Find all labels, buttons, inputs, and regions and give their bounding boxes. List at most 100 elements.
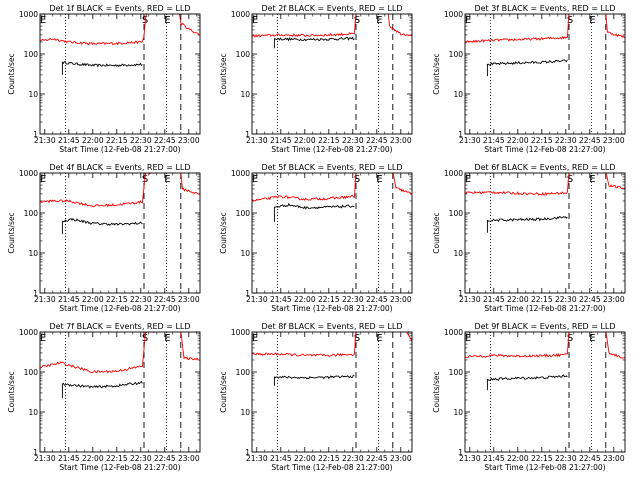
events-series-line bbox=[486, 374, 568, 391]
corner-marker: E bbox=[252, 174, 258, 185]
y-axis-label: Counts/sec bbox=[7, 212, 16, 253]
y-tick-label: 1000 bbox=[231, 328, 250, 337]
chart-panel-2: Det 2f BLACK = Events, RED = LLD 1 10 100 10… bbox=[219, 4, 413, 154]
x-tick-label: 23:00 bbox=[603, 136, 625, 145]
x-axis-label: Start Time (12-Feb-08 21:27:00) bbox=[484, 145, 605, 154]
end-marker: E bbox=[164, 174, 170, 185]
start-marker: S bbox=[567, 333, 573, 344]
chart-title: Det 5f BLACK = Events, RED = LLD bbox=[261, 163, 402, 172]
corner-marker: E bbox=[465, 174, 471, 185]
chart-title: Det 8f BLACK = Events, RED = LLD bbox=[261, 322, 402, 331]
x-tick-label: 21:45 bbox=[483, 295, 505, 304]
plot-frame bbox=[39, 331, 201, 453]
chart-panel-1: Det 1f BLACK = Events, RED = LLD 1 10 100 10… bbox=[7, 4, 201, 154]
x-tick-label: 21:30 bbox=[459, 136, 481, 145]
x-tick-label: 22:30 bbox=[555, 136, 577, 145]
x-tick-label: 22:45 bbox=[366, 136, 388, 145]
x-tick-label: 22:45 bbox=[154, 295, 176, 304]
plot-frame bbox=[39, 13, 201, 135]
y-tick-label: 1000 bbox=[19, 169, 38, 178]
y-tick-label: 100 bbox=[24, 368, 39, 377]
x-tick-label: 22:30 bbox=[342, 136, 364, 145]
y-tick-label: 1000 bbox=[444, 169, 463, 178]
start-marker: S bbox=[567, 15, 573, 26]
y-tick-label: 10 bbox=[453, 90, 463, 99]
x-tick-label: 23:00 bbox=[178, 136, 200, 145]
y-tick-label: 1000 bbox=[19, 328, 38, 337]
plot-frame bbox=[251, 172, 413, 294]
y-tick-label: 10 bbox=[28, 90, 38, 99]
x-tick-label: 22:00 bbox=[82, 136, 104, 145]
x-tick-label: 22:00 bbox=[294, 295, 316, 304]
events-series-line bbox=[61, 61, 143, 75]
chart-title: Det 2f BLACK = Events, RED = LLD bbox=[261, 4, 402, 13]
events-series-line bbox=[273, 202, 355, 222]
end-marker: E bbox=[589, 174, 595, 185]
plot-frame bbox=[251, 13, 413, 135]
events-series-line bbox=[486, 215, 568, 233]
x-axis-label: Start Time (12-Feb-08 21:27:00) bbox=[271, 145, 392, 154]
x-tick-label: 21:45 bbox=[270, 136, 292, 145]
x-tick-label: 21:45 bbox=[58, 136, 80, 145]
events-series-line bbox=[273, 36, 355, 49]
y-tick-label: 1000 bbox=[231, 10, 250, 19]
x-tick-label: 22:00 bbox=[82, 295, 104, 304]
x-tick-label: 22:15 bbox=[318, 295, 340, 304]
y-tick-label: 1 bbox=[458, 448, 463, 457]
plot-frame bbox=[251, 331, 413, 453]
x-tick-label: 23:00 bbox=[603, 454, 625, 463]
chart-title: Det 4f BLACK = Events, RED = LLD bbox=[49, 163, 190, 172]
y-tick-label: 1000 bbox=[444, 10, 463, 19]
x-tick-label: 21:30 bbox=[246, 136, 268, 145]
plot-frame bbox=[464, 172, 626, 294]
end-marker: E bbox=[164, 15, 170, 26]
x-axis-label: Start Time (12-Feb-08 21:27:00) bbox=[271, 463, 392, 472]
lld-series-line bbox=[465, 173, 625, 196]
y-axis-label: Counts/sec bbox=[7, 371, 16, 412]
y-tick-label: 10 bbox=[453, 249, 463, 258]
lld-series-line bbox=[252, 173, 412, 202]
x-tick-label: 23:00 bbox=[390, 136, 412, 145]
chart-panel-4: Det 4f BLACK = Events, RED = LLD 1 10 100 10… bbox=[7, 163, 201, 313]
start-marker: S bbox=[354, 174, 360, 185]
y-tick-label: 100 bbox=[449, 209, 464, 218]
x-tick-label: 21:30 bbox=[246, 295, 268, 304]
end-marker: E bbox=[164, 333, 170, 344]
x-tick-label: 21:30 bbox=[459, 295, 481, 304]
y-axis-label: Counts/sec bbox=[219, 371, 228, 412]
x-tick-label: 22:30 bbox=[130, 454, 152, 463]
events-series-line bbox=[273, 374, 355, 386]
x-tick-label: 22:15 bbox=[531, 136, 553, 145]
chart-panel-3: Det 3f BLACK = Events, RED = LLD 1 10 100 10… bbox=[432, 4, 626, 154]
y-tick-label: 100 bbox=[24, 50, 39, 59]
x-axis-label: Start Time (12-Feb-08 21:27:00) bbox=[484, 463, 605, 472]
chart-title: Det 7f BLACK = Events, RED = LLD bbox=[49, 322, 190, 331]
y-tick-label: 1 bbox=[458, 289, 463, 298]
plot-frame bbox=[464, 331, 626, 453]
x-tick-label: 23:00 bbox=[178, 295, 200, 304]
x-tick-label: 21:30 bbox=[34, 295, 56, 304]
x-tick-label: 21:30 bbox=[459, 454, 481, 463]
chart-panel-8: Det 8f BLACK = Events, RED = LLD 1 10 100 10… bbox=[219, 322, 413, 472]
x-axis-label: Start Time (12-Feb-08 21:27:00) bbox=[484, 304, 605, 313]
corner-marker: E bbox=[40, 15, 46, 26]
x-tick-label: 21:45 bbox=[483, 454, 505, 463]
x-tick-label: 21:30 bbox=[34, 136, 56, 145]
lld-series-line bbox=[252, 332, 412, 357]
x-axis-label: Start Time (12-Feb-08 21:27:00) bbox=[271, 304, 392, 313]
y-tick-label: 1 bbox=[33, 448, 38, 457]
y-tick-label: 100 bbox=[236, 368, 251, 377]
x-tick-label: 22:00 bbox=[507, 454, 529, 463]
y-tick-label: 100 bbox=[449, 368, 464, 377]
x-tick-label: 22:30 bbox=[130, 136, 152, 145]
y-axis-label: Counts/sec bbox=[7, 53, 16, 94]
lld-series-line bbox=[465, 14, 625, 44]
lld-series-line bbox=[40, 332, 200, 374]
x-tick-label: 22:15 bbox=[106, 454, 128, 463]
corner-marker: E bbox=[252, 15, 258, 26]
events-series-line bbox=[61, 380, 143, 399]
chart-title: Det 9f BLACK = Events, RED = LLD bbox=[474, 322, 615, 331]
corner-marker: E bbox=[465, 333, 471, 344]
x-axis-label: Start Time (12-Feb-08 21:27:00) bbox=[59, 304, 180, 313]
x-tick-label: 22:45 bbox=[154, 136, 176, 145]
